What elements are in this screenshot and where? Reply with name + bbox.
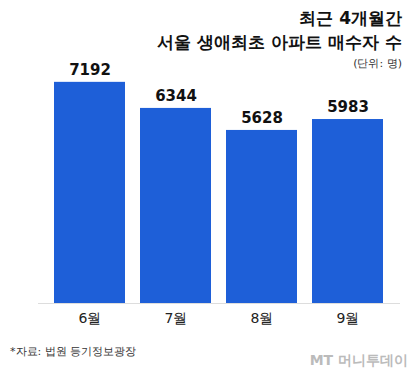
svg-text:6월: 6월 bbox=[79, 310, 102, 326]
svg-text:8월: 8월 bbox=[251, 310, 274, 326]
svg-text:7월: 7월 bbox=[165, 310, 188, 326]
svg-text:5983: 5983 bbox=[327, 98, 369, 116]
html-text:최근 4개월간: 최근 4개월간 bbox=[299, 8, 402, 28]
html-text:MT 머니투데이: MT 머니투데이 bbox=[309, 352, 408, 368]
svg-text:5628: 5628 bbox=[241, 109, 283, 127]
html-text:서울 생애최초 아파트 매수자 수: 서울 생애최초 아파트 매수자 수 bbox=[157, 32, 402, 52]
svg-text:6344: 6344 bbox=[155, 87, 197, 105]
svg-text:9월: 9월 bbox=[337, 310, 360, 326]
html-text:*자료: 법원 등기정보광장: *자료: 법원 등기정보광장 bbox=[10, 345, 137, 358]
html-text:(단위: 명): (단위: 명) bbox=[353, 57, 402, 70]
svg-text:7192: 7192 bbox=[69, 61, 111, 79]
